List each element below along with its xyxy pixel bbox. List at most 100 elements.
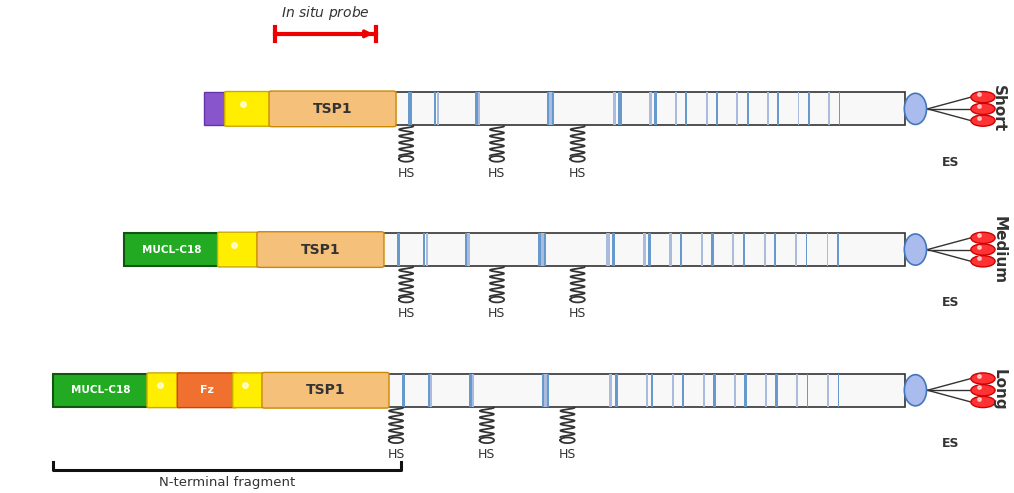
FancyBboxPatch shape <box>393 93 906 125</box>
Bar <box>828 93 830 125</box>
Bar <box>430 374 432 407</box>
Bar <box>679 233 682 266</box>
Text: HS: HS <box>488 167 506 179</box>
Bar <box>614 374 618 407</box>
Bar <box>205 93 227 125</box>
Text: HS: HS <box>479 448 496 461</box>
Bar <box>428 374 430 407</box>
Circle shape <box>970 385 995 396</box>
Text: Short: Short <box>991 85 1006 133</box>
Bar <box>734 374 736 407</box>
Bar <box>671 374 674 407</box>
Bar <box>540 233 544 266</box>
Bar <box>685 93 687 125</box>
Text: ES: ES <box>942 437 959 450</box>
Bar <box>613 93 617 125</box>
FancyBboxPatch shape <box>386 374 906 407</box>
Bar <box>538 233 542 266</box>
Text: MUCL-C18: MUCL-C18 <box>142 245 202 254</box>
Text: Long: Long <box>991 369 1006 411</box>
Bar <box>434 93 436 125</box>
Text: TSP1: TSP1 <box>312 102 352 116</box>
Text: HS: HS <box>397 167 415 179</box>
FancyBboxPatch shape <box>177 373 236 408</box>
Circle shape <box>970 115 995 126</box>
Text: MUCL-C18: MUCL-C18 <box>71 385 131 395</box>
Bar <box>736 93 738 125</box>
Bar <box>827 374 829 407</box>
Bar <box>475 93 479 125</box>
Bar <box>807 374 808 407</box>
Bar <box>541 374 547 407</box>
Bar <box>674 93 677 125</box>
Bar <box>472 374 474 407</box>
Bar <box>826 233 828 266</box>
Circle shape <box>970 256 995 267</box>
Bar <box>478 93 480 125</box>
Bar <box>547 374 550 407</box>
Bar <box>796 374 798 407</box>
Bar <box>609 374 612 407</box>
Text: N-terminal fragment: N-terminal fragment <box>159 476 295 489</box>
FancyBboxPatch shape <box>381 233 906 266</box>
Text: TSP1: TSP1 <box>305 383 346 397</box>
Text: HS: HS <box>569 167 586 179</box>
Text: ES: ES <box>942 156 959 169</box>
Text: HS: HS <box>488 307 506 320</box>
Circle shape <box>970 373 995 384</box>
Bar <box>437 93 439 125</box>
FancyBboxPatch shape <box>147 373 182 408</box>
FancyBboxPatch shape <box>218 232 262 267</box>
Bar <box>776 374 778 407</box>
Bar <box>606 233 609 266</box>
Bar <box>409 93 412 125</box>
Bar <box>713 374 716 407</box>
Bar <box>669 233 672 266</box>
Bar <box>838 233 839 266</box>
Ellipse shape <box>904 375 927 406</box>
Bar <box>839 93 841 125</box>
Bar <box>643 233 646 266</box>
Bar <box>426 233 428 266</box>
FancyBboxPatch shape <box>225 92 274 126</box>
Text: HS: HS <box>559 448 576 461</box>
FancyBboxPatch shape <box>269 91 396 127</box>
Bar <box>806 233 807 266</box>
FancyBboxPatch shape <box>124 233 220 266</box>
Text: ES: ES <box>942 296 959 310</box>
Text: TSP1: TSP1 <box>300 243 341 256</box>
Bar <box>651 374 653 407</box>
Bar <box>396 233 401 266</box>
Bar <box>654 93 657 125</box>
Bar <box>544 233 546 266</box>
Circle shape <box>970 103 995 114</box>
Circle shape <box>970 396 995 408</box>
Bar <box>550 93 552 125</box>
Bar <box>469 374 473 407</box>
FancyBboxPatch shape <box>232 373 267 408</box>
Circle shape <box>970 92 995 103</box>
Bar <box>464 233 468 266</box>
FancyBboxPatch shape <box>257 232 384 267</box>
Bar <box>402 374 406 407</box>
Bar <box>716 93 718 125</box>
Bar <box>706 93 708 125</box>
Bar <box>746 93 749 125</box>
FancyBboxPatch shape <box>53 374 149 407</box>
Bar <box>682 374 684 407</box>
Bar <box>778 93 780 125</box>
Bar <box>646 374 648 407</box>
Bar <box>423 233 425 266</box>
Bar <box>744 374 747 407</box>
Bar <box>767 93 770 125</box>
Bar <box>743 233 745 266</box>
Text: HS: HS <box>387 448 405 461</box>
Bar <box>611 233 614 266</box>
Bar <box>467 233 469 266</box>
Bar <box>766 374 768 407</box>
Text: HS: HS <box>569 307 586 320</box>
Bar <box>764 233 766 266</box>
FancyBboxPatch shape <box>262 372 389 408</box>
Bar <box>648 233 651 266</box>
Ellipse shape <box>904 93 927 124</box>
